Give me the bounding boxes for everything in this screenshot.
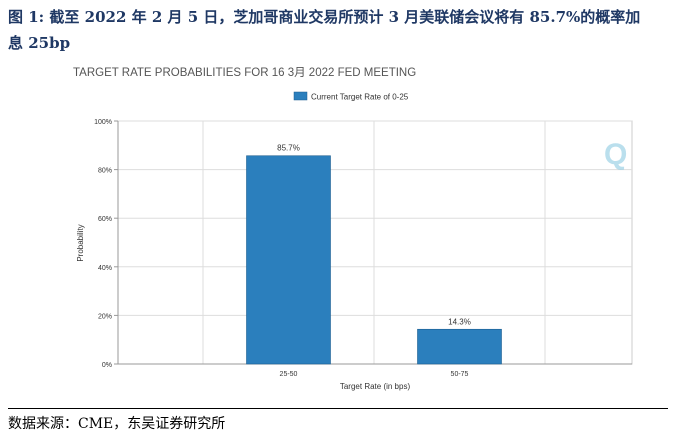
bar-value-label: 85.7% [277, 144, 300, 153]
caption-line-2: 息 25bp [8, 34, 71, 52]
legend-label: Current Target Rate of 0-25 [311, 93, 409, 102]
y-tick-label: 40% [98, 265, 112, 272]
y-tick-label: 0% [102, 362, 112, 369]
plot-frame [117, 120, 633, 365]
figure-caption: 图 1: 截至 2022 年 2 月 5 日，芝加哥商业交易所预计 3 月美联储… [8, 4, 674, 56]
legend-swatch [293, 91, 308, 101]
y-tick-label: 20% [98, 313, 112, 320]
bar [417, 328, 502, 365]
plot-area: 0% 20% 40% 60% 80% 100% 85.7% 25-50 14.3% 50-75 [94, 119, 633, 378]
x-tick-label: 50-75 [451, 371, 469, 378]
y-axis-label: Probability [76, 224, 85, 261]
y-tick-label: 60% [98, 216, 112, 223]
caption-line-1: 图 1: 截至 2022 年 2 月 5 日，芝加哥商业交易所预计 3 月美联储… [8, 8, 641, 26]
x-tick-label: 25-50 [280, 371, 298, 378]
watermark-logo: Q [604, 138, 627, 171]
chart-title: TARGET RATE PROBABILITIES FOR 16 3月 2022… [73, 67, 416, 79]
y-tick-label: 100% [94, 119, 112, 126]
x-axis-label: Target Rate (in bps) [340, 382, 411, 391]
y-tick-label: 80% [98, 168, 112, 175]
source-note: 数据来源：CME，东吴证券研究所 [8, 408, 668, 433]
bar [246, 155, 331, 365]
bar-chart: TARGET RATE PROBABILITIES FOR 16 3月 2022… [73, 67, 633, 391]
bar-value-label: 14.3% [448, 317, 471, 326]
